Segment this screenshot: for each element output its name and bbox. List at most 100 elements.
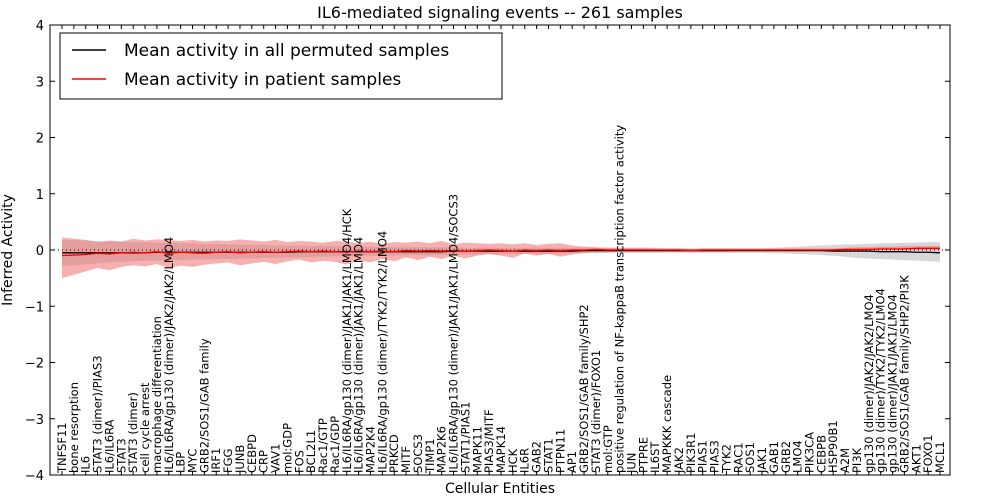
y-tick-label: −2 — [25, 357, 44, 372]
category-label: MAPKKK cascade — [660, 375, 674, 473]
category-label: MYC — [186, 449, 200, 473]
category-label: JAK2 — [672, 447, 686, 474]
category-label: JAK1 — [755, 447, 769, 474]
legend-label-permuted: Mean activity in all permuted samples — [124, 41, 449, 61]
category-label: TIMP1 — [423, 438, 437, 474]
category-label: GRB2 — [779, 441, 793, 473]
category-label: GAB2 — [530, 441, 544, 473]
category-label: PIAS3 — [708, 440, 722, 473]
category-label: Rac1/GTP — [316, 418, 330, 473]
category-label: Rac1/GDP — [328, 416, 342, 473]
category-label: MAPK11 — [470, 426, 484, 473]
category-label: JUN — [625, 453, 639, 474]
band-patient — [62, 237, 940, 279]
x-axis-title: Cellular Entities — [445, 481, 555, 497]
category-label: IL6/IL6RA/gp130 (dimer)/JAK1/JAK1/LMO4 — [352, 237, 366, 473]
category-label: STAT3 — [114, 438, 128, 473]
category-label: GAB1 — [767, 441, 781, 473]
legend-item-permuted: Mean activity in all permuted samples — [72, 41, 449, 61]
category-label: IL6R — [518, 448, 532, 473]
y-tick-label: 2 — [36, 132, 44, 147]
category-label: GRB2/SOS1/GAB family — [197, 338, 211, 473]
category-label: PTPRE — [636, 437, 650, 473]
legend: Mean activity in all permuted samples Me… — [59, 32, 503, 100]
category-label: PI3K — [850, 447, 864, 473]
y-tick-label: 4 — [36, 19, 44, 34]
category-label: IL6/IL6RA/gp130 (dimer)/JAK2/JAK2/LMO4 — [162, 237, 176, 473]
category-label: PRKCD — [387, 434, 401, 473]
y-axis-title: Inferred Activity — [0, 194, 16, 306]
category-label: gp130 (dimer)/TYK2/TYK2/LMO4 — [874, 288, 888, 473]
category-label: CEBPD — [245, 434, 259, 473]
category-label: SOS1 — [743, 442, 757, 473]
y-tick-label: 0 — [36, 244, 44, 259]
legend-item-patient: Mean activity in patient samples — [72, 70, 401, 90]
category-label: mol:GTP — [601, 425, 615, 473]
category-label: STAT3 (dimer)/PIAS3 — [91, 355, 105, 473]
series-line-patient — [61, 247, 940, 257]
y-tick-label: 3 — [36, 75, 44, 90]
category-label: gp130 (dimer)/JAK1/JAK1/LMO4 — [886, 294, 900, 473]
legend-box — [59, 32, 503, 100]
x-axis — [61, 25, 941, 475]
category-label: MAP2K6 — [435, 426, 449, 473]
category-label: MCL1 — [933, 441, 947, 473]
category-label: LMO4 — [791, 440, 805, 473]
category-label: CEBPB — [814, 435, 828, 473]
category-label: IL6/IL6RA — [102, 419, 116, 473]
category-label: STAT1/PIAS1 — [458, 402, 472, 473]
category-label: TYK2 — [719, 444, 733, 474]
category-label: PIK3R1 — [684, 433, 698, 474]
category-label: SOCS3 — [411, 434, 425, 473]
category-label: MAPK14 — [494, 426, 508, 473]
category-label: bone resorption — [67, 382, 81, 473]
category-label: STAT1 — [541, 438, 555, 473]
category-label: FGG — [221, 449, 235, 473]
category-label: IL6ST — [648, 441, 662, 473]
category-label: AKT1 — [909, 444, 923, 473]
chart-title: IL6-mediated signaling events -- 261 sam… — [317, 3, 683, 22]
category-label: gp130 (dimer)/JAK2/JAK2/LMO4 — [862, 294, 876, 473]
category-label: STAT3 (dimer)/FOXO1 — [589, 350, 603, 473]
category-label: IL6/IL6RA/gp130 (dimer)/JAK1/JAK1/LMO4/H… — [340, 208, 354, 473]
legend-label-patient: Mean activity in patient samples — [124, 70, 401, 90]
category-label: IL6 — [79, 456, 93, 473]
category-label: IL6/IL6RA/gp130 (dimer)/JAK1/JAK1/LMO4/S… — [447, 194, 461, 473]
category-label: STAT3 (dimer) — [126, 392, 140, 473]
category-label: RAC1 — [731, 442, 745, 473]
category-label: AP1 — [565, 451, 579, 473]
lines-layer — [61, 247, 941, 257]
category-label: TNFSF11 — [55, 422, 69, 474]
category-label: FOS — [292, 450, 306, 473]
y-axis: −4 −3 −2 −1 0 1 2 3 4 — [25, 19, 950, 484]
category-label: LBP — [174, 452, 188, 473]
category-label: A2M — [838, 448, 852, 473]
category-label: PIAS3/MITF — [482, 409, 496, 473]
category-label: mol:GDP — [280, 423, 294, 473]
category-label: positive regulation of NF-kappaB transcr… — [613, 125, 627, 473]
category-label: macrophage differentiation — [150, 316, 164, 473]
y-tick-label: −3 — [25, 413, 44, 428]
category-label: PTPN11 — [553, 429, 567, 473]
category-label: JUNB — [233, 445, 247, 474]
category-label: PIK3CA — [802, 432, 816, 473]
category-label: MAP2K4 — [363, 426, 377, 473]
category-label: IRF1 — [209, 448, 223, 473]
y-tick-label: −4 — [25, 469, 44, 484]
category-label: GRB2/SOS1/GAB family/SHP2/PI3K — [897, 275, 911, 473]
category-label: cell cycle arrest — [138, 382, 152, 473]
category-label: VAV1 — [269, 444, 283, 473]
category-label: HSP90B1 — [826, 420, 840, 473]
category-label: BCL2L1 — [304, 430, 318, 473]
category-label: IL6/IL6RA/gp130 (dimer)/TYK2/TYK2/LMO4 — [375, 231, 389, 473]
category-label: PIAS1 — [696, 440, 710, 473]
category-label: MITF — [399, 446, 413, 473]
category-label: GRB2/SOS1/GAB family/SHP2 — [577, 304, 591, 473]
y-tick-label: −1 — [25, 300, 44, 315]
category-label: CRP — [257, 450, 271, 473]
y-tick-label: 1 — [36, 188, 44, 203]
category-label: FOXO1 — [921, 435, 935, 473]
